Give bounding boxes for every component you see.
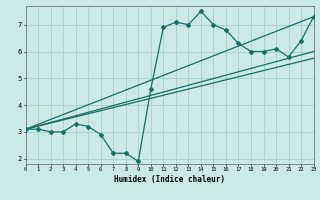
X-axis label: Humidex (Indice chaleur): Humidex (Indice chaleur) bbox=[114, 175, 225, 184]
